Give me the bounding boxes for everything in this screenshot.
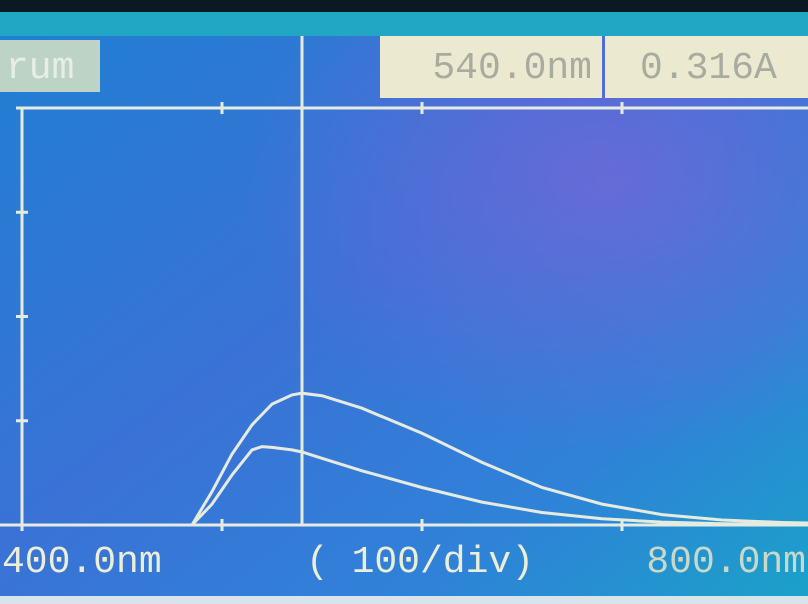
cursor-wavelength: 540.0nm [432,47,592,90]
x-axis-label: ( 100/div) [306,541,534,584]
x-tick-label: 400.0nm [2,541,162,584]
mode-label: rum [6,47,74,90]
cursor-absorbance: 0.316A [640,47,777,90]
top-bar [0,12,808,36]
screen: rum 540.0nm 0.316A ( 100/div) 400.0nm 800… [0,0,808,604]
bezel [0,0,808,12]
page: {"chart_data": {"type": "line", "title":… [0,0,808,604]
x-tick-label: 800.0nm [646,541,806,584]
soft-key-row [0,596,808,604]
